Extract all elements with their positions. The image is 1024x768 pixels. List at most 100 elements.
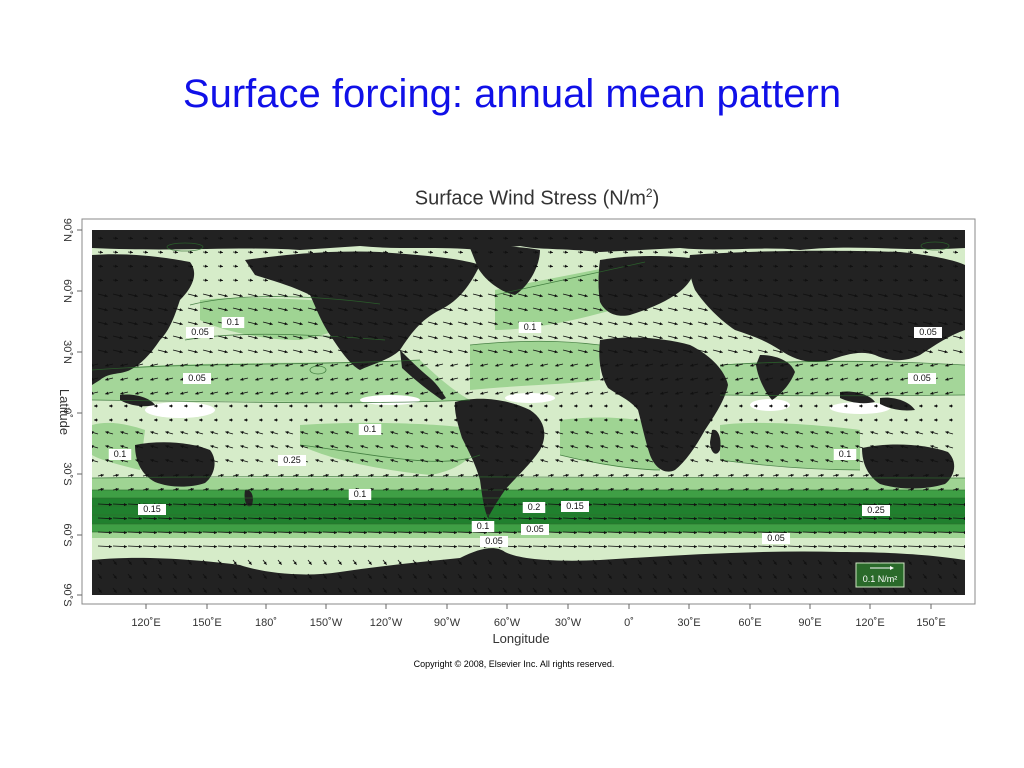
- wind-arrowhead-icon: [450, 391, 454, 395]
- wind-arrowhead-icon: [128, 589, 132, 593]
- wind-arrowhead-icon: [914, 350, 918, 354]
- wind-arrowhead-icon: [948, 502, 952, 507]
- wind-arrowhead-icon: [429, 236, 433, 240]
- wind-arrowhead-icon: [99, 278, 103, 282]
- wind-arrowhead-icon: [333, 502, 337, 507]
- wind-arrowhead-icon: [354, 264, 358, 268]
- wind-arrowhead-icon: [164, 350, 168, 354]
- wind-arrowhead-icon: [753, 502, 757, 507]
- wind-arrowhead-icon: [129, 250, 133, 254]
- wind-arrowhead-icon: [390, 391, 394, 395]
- wind-arrowhead-icon: [923, 575, 927, 579]
- wind-arrowhead-icon: [869, 294, 873, 298]
- wind-arrowhead-icon: [779, 308, 783, 312]
- wind-arrowhead-icon: [889, 418, 892, 422]
- wind-arrowhead-icon: [848, 589, 852, 593]
- wind-arrowhead-icon: [465, 445, 469, 449]
- wind-arrowhead-icon: [165, 459, 169, 463]
- wind-arrowhead-icon: [715, 473, 719, 477]
- wind-arrowhead-icon: [554, 308, 558, 312]
- wind-arrowhead-icon: [570, 459, 574, 463]
- wind-arrowhead-icon: [255, 459, 259, 463]
- wind-arrowhead-icon: [114, 236, 118, 240]
- wind-arrowhead-icon: [450, 445, 454, 449]
- wind-arrowhead-icon: [303, 516, 307, 521]
- wind-arrowhead-icon: [288, 516, 292, 521]
- wind-arrowhead-icon: [134, 322, 138, 326]
- wind-arrowhead-icon: [99, 264, 103, 268]
- wind-arrowhead-icon: [179, 308, 183, 312]
- wind-arrowhead-icon: [844, 418, 847, 422]
- wind-arrowhead-icon: [510, 363, 514, 367]
- wind-arrowhead-icon: [435, 377, 439, 381]
- wind-arrowhead-icon: [908, 589, 912, 593]
- wind-arrowhead-icon: [314, 350, 318, 354]
- wind-arrowhead-icon: [794, 294, 798, 298]
- wind-arrowhead-icon: [764, 294, 768, 298]
- wind-arrowhead-icon: [930, 445, 934, 449]
- y-tick-label: 0˚: [61, 408, 73, 418]
- wind-arrowhead-icon: [648, 516, 652, 521]
- wind-arrowhead-icon: [150, 363, 154, 367]
- wind-arrowhead-icon: [569, 308, 573, 312]
- wind-arrowhead-icon: [659, 294, 663, 298]
- wind-arrowhead-icon: [585, 377, 589, 381]
- wind-arrowhead-icon: [345, 431, 349, 435]
- wind-arrowhead-icon: [639, 278, 643, 282]
- wind-arrowhead-icon: [840, 445, 844, 449]
- wind-arrowhead-icon: [369, 250, 373, 254]
- wind-arrowhead-icon: [834, 236, 838, 240]
- wind-arrowhead-icon: [135, 431, 139, 435]
- wind-arrowhead-icon: [233, 575, 237, 579]
- wind-arrowhead-icon: [690, 445, 694, 449]
- wind-arrowhead-icon: [629, 294, 633, 298]
- wind-arrowhead-icon: [375, 377, 379, 381]
- wind-arrowhead-icon: [108, 530, 112, 535]
- wind-arrowhead-icon: [629, 308, 633, 312]
- wind-arrowhead-icon: [92, 431, 94, 435]
- wind-arrowhead-icon: [660, 377, 664, 381]
- wind-arrowhead-icon: [264, 264, 268, 268]
- wind-arrowhead-icon: [404, 336, 408, 340]
- wind-arrowhead-icon: [885, 391, 889, 395]
- wind-arrowhead-icon: [963, 530, 965, 535]
- wind-arrowhead-icon: [149, 322, 153, 326]
- wind-arrowhead-icon: [438, 530, 442, 535]
- wind-arrowhead-icon: [795, 363, 799, 367]
- wind-arrowhead-icon: [894, 250, 898, 254]
- wind-arrowhead-icon: [404, 322, 408, 326]
- wind-arrowhead-icon: [614, 322, 618, 326]
- wind-arrowhead-icon: [104, 336, 108, 340]
- wind-arrowhead-icon: [165, 377, 169, 381]
- wind-arrowhead-icon: [150, 459, 154, 463]
- wind-arrowhead-icon: [249, 264, 253, 268]
- wind-arrowhead-icon: [374, 336, 378, 340]
- wind-arrowhead-icon: [198, 502, 202, 507]
- x-axis-label: Longitude: [492, 631, 549, 646]
- wind-arrowhead-icon: [713, 589, 717, 593]
- wind-arrowhead-icon: [213, 530, 217, 535]
- wind-arrowhead-icon: [678, 516, 682, 521]
- wind-arrowhead-icon: [869, 308, 873, 312]
- wind-arrowhead-icon: [945, 363, 949, 367]
- wind-arrowhead-icon: [829, 404, 832, 408]
- wind-arrowhead-icon: [870, 391, 874, 395]
- wind-arrowhead-icon: [713, 575, 717, 579]
- wind-arrowhead-icon: [684, 278, 688, 282]
- wind-arrowhead-icon: [428, 575, 432, 579]
- wind-arrowhead-icon: [385, 487, 389, 491]
- wind-arrowhead-icon: [663, 516, 667, 521]
- wind-arrowhead-icon: [855, 431, 859, 435]
- wind-arrowhead-icon: [899, 350, 903, 354]
- contour-label: 0.25: [283, 455, 301, 465]
- wind-arrowhead-icon: [495, 459, 499, 463]
- wind-arrowhead-icon: [308, 589, 312, 593]
- wind-arrowhead-icon: [318, 516, 322, 521]
- wind-arrowhead-icon: [204, 236, 208, 240]
- wind-arrowhead-icon: [735, 363, 739, 367]
- wind-arrowhead-icon: [698, 589, 702, 593]
- wind-arrowhead-icon: [864, 236, 868, 240]
- wind-arrowhead-icon: [265, 473, 269, 477]
- wind-arrowhead-icon: [660, 459, 664, 463]
- wind-arrowhead-icon: [390, 445, 394, 449]
